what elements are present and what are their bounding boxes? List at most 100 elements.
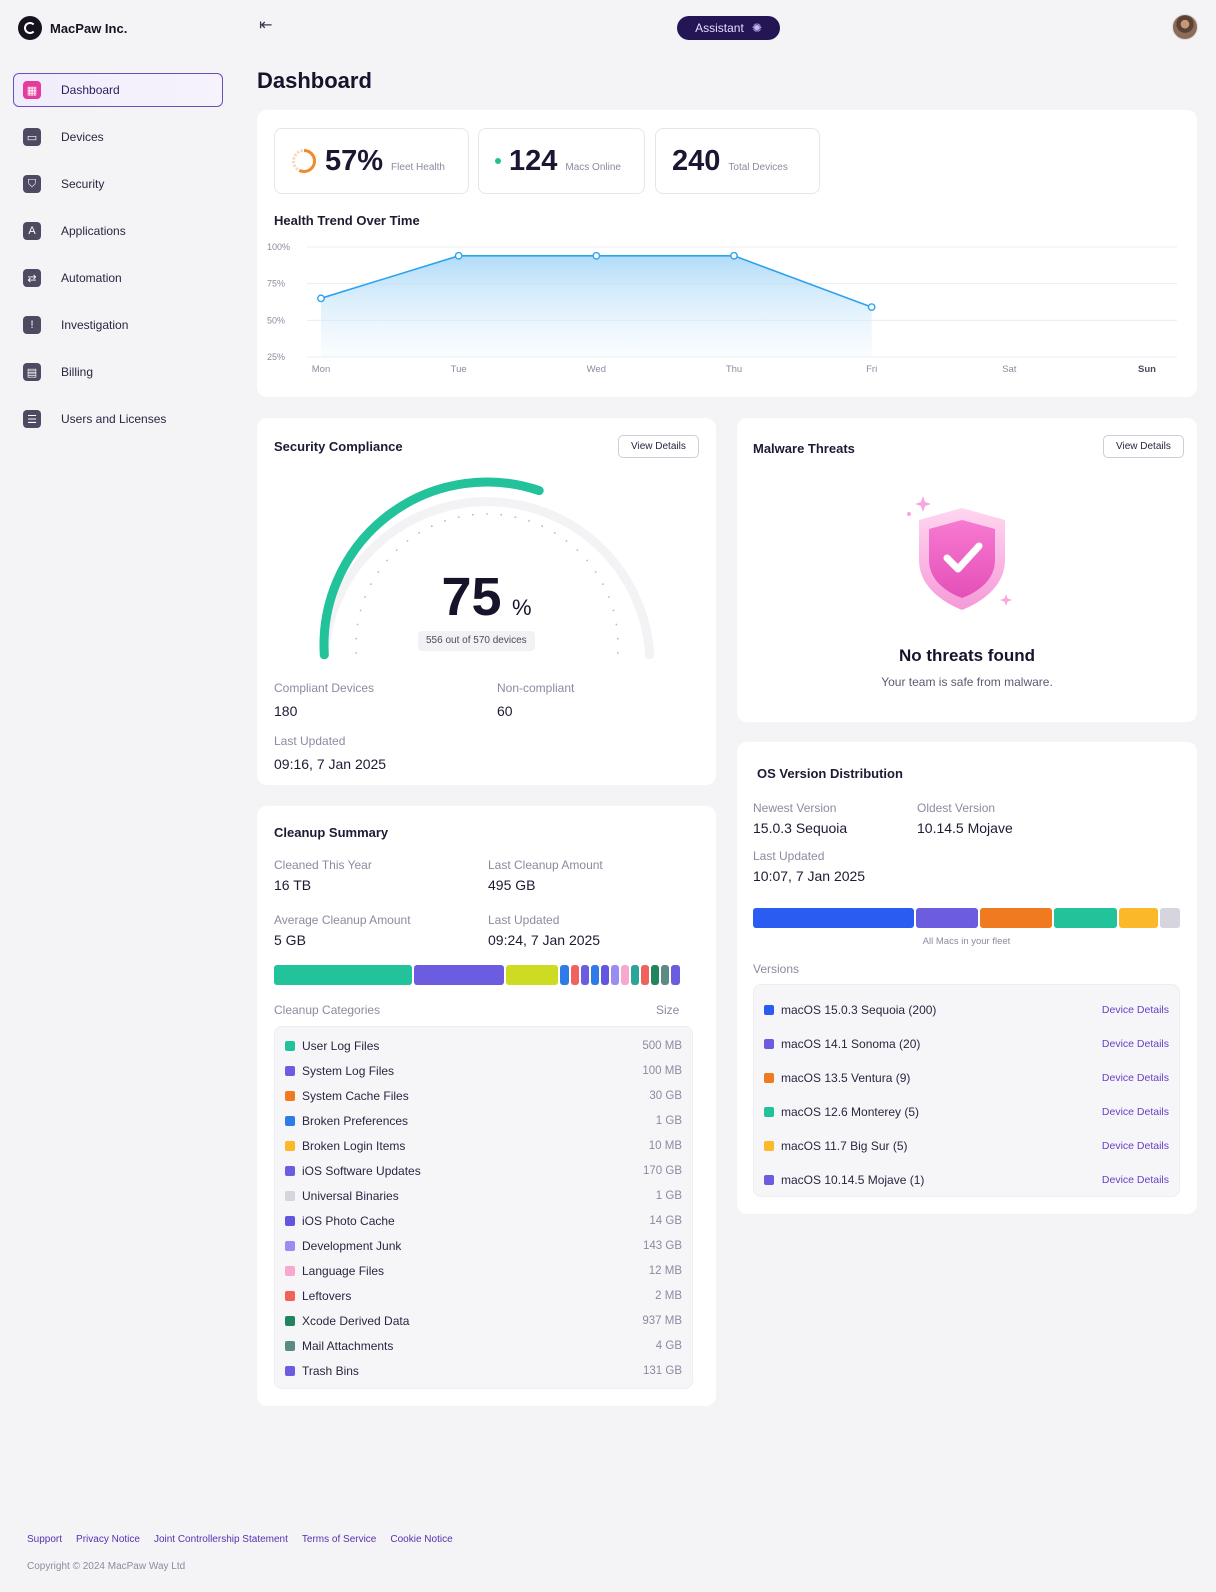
last-cleanup-label: Last Cleanup Amount <box>488 858 603 872</box>
y-tick-label: 75% <box>267 279 285 289</box>
avatar[interactable] <box>1172 14 1198 40</box>
footer-link[interactable]: Cookie Notice <box>390 1534 453 1545</box>
sidebar-item-billing[interactable]: ▤ Billing <box>13 355 223 389</box>
brand-logo[interactable]: MacPaw Inc. <box>18 16 127 40</box>
collapse-sidebar-icon[interactable]: ⇤ <box>259 17 273 34</box>
category-size: 100 MB <box>642 1065 682 1077</box>
version-row: macOS 13.5 Ventura (9) Device Details <box>754 1068 1179 1088</box>
cleanup-category-row: Trash Bins 131 GB <box>275 1361 692 1381</box>
category-size: 143 GB <box>643 1240 682 1252</box>
sidebar-item-dashboard[interactable]: ▦ Dashboard <box>13 73 223 107</box>
view-details-button[interactable]: View Details <box>1103 435 1184 458</box>
sidebar-item-label: Automation <box>61 271 122 285</box>
cleanup-bar-segment <box>641 965 649 985</box>
cleanup-summary-card: Cleanup Summary Cleaned This Year 16 TB … <box>257 806 716 1406</box>
cleanup-category-row: Universal Binaries 1 GB <box>275 1186 692 1206</box>
fleet-health-ring-icon <box>292 149 316 173</box>
assistant-button[interactable]: Assistant ✺ <box>677 16 780 40</box>
cleanup-category-row: iOS Photo Cache 14 GB <box>275 1211 692 1231</box>
noncompliant-value: 60 <box>497 703 513 719</box>
category-name: iOS Photo Cache <box>302 1214 395 1228</box>
compliance-percent: 75 % <box>257 566 716 628</box>
device-details-link[interactable]: Device Details <box>1101 1038 1169 1050</box>
applications-icon: A <box>23 222 41 240</box>
device-details-link[interactable]: Device Details <box>1101 1106 1169 1118</box>
cleanup-categories-list: User Log Files 500 MB System Log Files 100 … <box>274 1026 693 1389</box>
gauge-tick <box>386 559 388 562</box>
gauge-tick <box>457 516 460 518</box>
category-size: 131 GB <box>643 1365 682 1377</box>
category-name: Universal Binaries <box>302 1189 399 1203</box>
device-details-link[interactable]: Device Details <box>1101 1174 1169 1186</box>
compliant-devices-value: 180 <box>274 703 298 719</box>
category-size: 30 GB <box>649 1090 682 1102</box>
sidebar-item-security[interactable]: ⛉ Security <box>13 167 223 201</box>
cleanup-bar-segment <box>601 965 609 985</box>
device-details-link[interactable]: Device Details <box>1101 1140 1169 1152</box>
gauge-tick <box>395 549 398 551</box>
category-swatch <box>285 1216 295 1226</box>
cleanup-updated-label: Last Updated <box>488 913 560 927</box>
device-details-link[interactable]: Device Details <box>1101 1004 1169 1016</box>
sidebar-item-investigation[interactable]: ! Investigation <box>13 308 223 342</box>
version-row: macOS 14.1 Sonoma (20) Device Details <box>754 1034 1179 1054</box>
version-swatch <box>764 1073 774 1083</box>
warning-icon: ! <box>23 316 41 334</box>
sparkle-icon: ✺ <box>751 21 762 35</box>
cleanup-category-row: Mail Attachments 4 GB <box>275 1336 692 1356</box>
security-compliance-card: Security Compliance View Details 75 % 55… <box>257 418 716 785</box>
cleanup-bar-segment <box>560 965 569 985</box>
version-swatch <box>764 1107 774 1117</box>
category-name: Xcode Derived Data <box>302 1314 410 1328</box>
compliance-caption: 556 out of 570 devices <box>418 631 535 651</box>
cleanup-category-row: System Log Files 100 MB <box>275 1061 692 1081</box>
footer-link[interactable]: Joint Controllership Statement <box>153 1534 288 1545</box>
shield-icon: ⛉ <box>23 175 41 193</box>
device-details-link[interactable]: Device Details <box>1101 1072 1169 1084</box>
sidebar-item-label: Security <box>61 177 105 191</box>
footer-link[interactable]: Support <box>27 1534 63 1545</box>
sidebar-item-applications[interactable]: A Applications <box>13 214 223 248</box>
cleanup-summary-title: Cleanup Summary <box>274 825 389 840</box>
copyright: Copyright © 2024 MacPaw Way Ltd <box>27 1561 186 1572</box>
cleanup-bar-segment <box>581 965 589 985</box>
os-distribution-title: OS Version Distribution <box>757 766 903 781</box>
y-tick-label: 100% <box>267 242 290 252</box>
online-dot-icon <box>495 158 501 164</box>
category-swatch <box>285 1316 295 1326</box>
last-cleanup-value: 495 GB <box>488 877 536 893</box>
gauge-value-arc <box>319 477 544 660</box>
x-tick-label: Mon <box>312 364 330 375</box>
sidebar-item-automation[interactable]: ⇄ Automation <box>13 261 223 295</box>
cleanup-size-header: Size <box>656 1003 680 1017</box>
compliance-gauge <box>319 477 655 660</box>
version-row: macOS 10.14.5 Mojave (1) Device Details <box>754 1170 1179 1190</box>
sidebar-item-users[interactable]: ☰ Users and Licenses <box>13 402 223 436</box>
cleanup-category-row: Development Junk 143 GB <box>275 1236 692 1256</box>
os-bar-segment <box>1119 908 1158 928</box>
category-name: Mail Attachments <box>302 1339 394 1353</box>
view-details-button[interactable]: View Details <box>618 435 699 458</box>
compliance-percent-sign: % <box>511 595 532 620</box>
category-size: 170 GB <box>643 1165 682 1177</box>
footer-link[interactable]: Privacy Notice <box>76 1534 140 1545</box>
security-compliance-title: Security Compliance <box>274 439 403 454</box>
gauge-tick <box>586 559 588 562</box>
gauge-tick <box>608 596 610 598</box>
cleanup-category-row: Broken Login Items 10 MB <box>275 1136 692 1156</box>
footer-link[interactable]: Terms of Service <box>301 1534 377 1545</box>
users-icon: ☰ <box>23 410 41 428</box>
gauge-tick <box>486 513 488 515</box>
compliance-updated-value: 09:16, 7 Jan 2025 <box>274 756 387 772</box>
sidebar-item-devices[interactable]: ▭ Devices <box>13 120 223 154</box>
version-swatch <box>764 1175 774 1185</box>
total-devices-label: Total Devices <box>728 161 788 173</box>
no-threats-subtext: Your team is safe from malware. <box>881 675 1053 689</box>
version-row: macOS 15.0.3 Sequoia (200) Device Detail… <box>754 1000 1179 1020</box>
gauge-tick <box>430 525 433 528</box>
trend-point <box>454 251 463 260</box>
average-cleanup-label: Average Cleanup Amount <box>274 913 411 927</box>
oldest-version-value: 10.14.5 Mojave <box>917 820 1013 836</box>
version-swatch <box>764 1039 774 1049</box>
os-distribution-card: OS Version Distribution Newest Version 1… <box>737 742 1197 1214</box>
